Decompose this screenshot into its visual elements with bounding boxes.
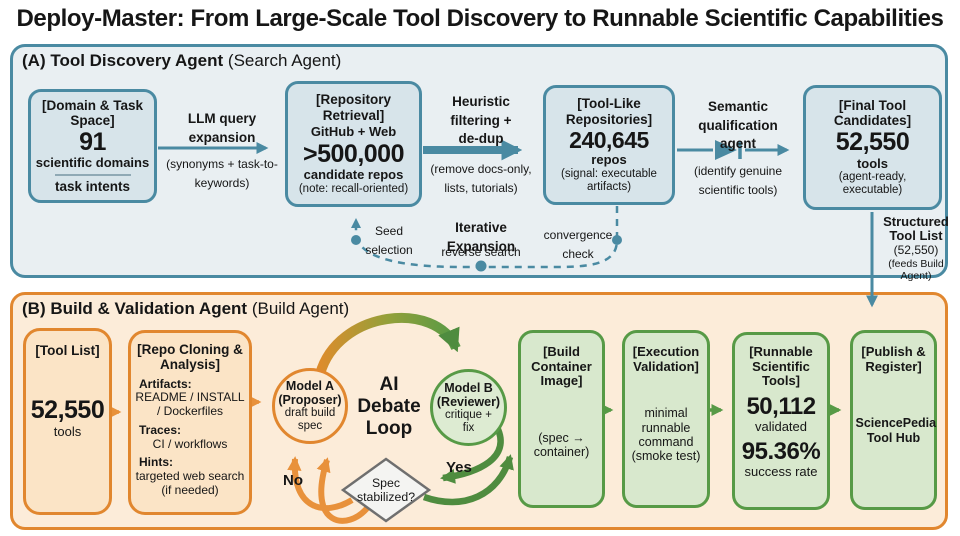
runnable-box-line2: success rate bbox=[744, 463, 818, 479]
hints-value: targeted web search (if needed) bbox=[135, 469, 245, 498]
repo-cloning-header: [Repo Cloning & Analysis] bbox=[137, 342, 243, 373]
model-a-task: draft build spec bbox=[284, 407, 336, 432]
section-a-heading-bold: (A) Tool Discovery Agent bbox=[22, 51, 224, 70]
repo-cloning-rows: Artifacts: README / INSTALL / Dockerfile… bbox=[134, 373, 246, 498]
traces-label: Traces: bbox=[139, 422, 182, 437]
final-box-note: (agent-ready, executable) bbox=[838, 171, 907, 197]
loop-reverse-label: reverse search bbox=[441, 245, 521, 259]
yes-label: Yes bbox=[446, 459, 472, 476]
toollist-box-line1: tools bbox=[53, 423, 82, 439]
runnable-box-number1: 50,112 bbox=[746, 393, 816, 421]
domain-box-divider bbox=[54, 174, 131, 177]
runnable-box-line1: validated bbox=[754, 419, 808, 435]
toollist-box-number: 52,550 bbox=[30, 396, 105, 425]
loop-seed-label: Seed selection bbox=[365, 224, 413, 257]
final-box-number: 52,550 bbox=[835, 128, 910, 157]
domain-box-line2: task intents bbox=[54, 179, 131, 195]
execution-box-header: [Execution Validation] bbox=[632, 344, 700, 374]
model-b-circle: Model B (Reviewer) critique + fix bbox=[430, 369, 507, 446]
build-container-box: [Build Container Image] (spec → containe… bbox=[518, 330, 605, 508]
structured-tool-list-label: Structured Tool List (52,550) (feeds Bui… bbox=[883, 214, 949, 282]
runnable-box-number2: 95.36% bbox=[741, 437, 821, 465]
repo-cloning-box: [Repo Cloning & Analysis] Artifacts: REA… bbox=[128, 330, 252, 515]
toollike-box-header: [Tool-Like Repositories] bbox=[565, 96, 653, 127]
hints-label: Hints: bbox=[139, 455, 173, 470]
repo-box-header: [Repository Retrieval] bbox=[315, 92, 391, 123]
filter-arrow-note: (remove docs-only, lists, tutorials) bbox=[430, 162, 532, 195]
semantic-arrow-note: (identify genuine scientific tools) bbox=[693, 164, 783, 197]
model-a-circle: Model A (Proposer) draft build spec bbox=[272, 368, 348, 444]
repo-box-line1: GitHub + Web bbox=[310, 123, 397, 139]
llm-arrow-title: LLM query expansion bbox=[187, 111, 257, 145]
domain-box-line1: scientific domains bbox=[35, 155, 150, 171]
artifacts-label: Artifacts: bbox=[139, 376, 192, 391]
repository-retrieval-box: [Repository Retrieval] GitHub + Web >500… bbox=[285, 81, 422, 207]
tool-like-repositories-box: [Tool-Like Repositories] 240,645 repos (… bbox=[543, 85, 675, 205]
llm-arrow-note: (synonyms + task-to-keywords) bbox=[166, 157, 278, 190]
model-b-name: Model B bbox=[444, 380, 493, 395]
execution-validation-box: [Execution Validation] minimal runnable … bbox=[622, 330, 710, 508]
container-box-note: (spec → container) bbox=[533, 431, 590, 460]
repo-box-note: (note: recall-oriented) bbox=[298, 182, 409, 195]
domain-box-number: 91 bbox=[79, 128, 106, 157]
toollike-box-number: 240,645 bbox=[569, 126, 649, 153]
diagram-title: Deploy-Master: From Large-Scale Tool Dis… bbox=[16, 5, 944, 32]
execution-box-note: minimal runnable command (smoke test) bbox=[631, 406, 701, 463]
section-b-heading-bold: (B) Build & Validation Agent bbox=[22, 299, 248, 318]
domain-box-header: [Domain & Task Space] bbox=[41, 97, 144, 128]
traces-value: CI / workflows bbox=[152, 436, 228, 451]
section-b-heading-rest: (Build Agent) bbox=[247, 299, 350, 318]
model-b-role: (Reviewer) bbox=[436, 394, 501, 409]
no-label: No bbox=[283, 472, 303, 489]
final-box-line1: tools bbox=[856, 155, 889, 171]
semantic-arrow-title: Semantic qualification agent bbox=[698, 99, 778, 152]
spec-stabilized-label: Spec stabilized? bbox=[356, 476, 416, 505]
domain-task-space-box: [Domain & Task Space] 91 scientific doma… bbox=[28, 89, 157, 203]
publish-register-box: [Publish & Register] SciencePedia Tool H… bbox=[850, 330, 937, 510]
publish-box-header: [Publish & Register] bbox=[861, 344, 926, 374]
toollist-box-header: [Tool List] bbox=[35, 343, 100, 358]
loop-convergence-label: convergence check bbox=[543, 228, 613, 261]
toollike-box-note: (signal: executable artifacts) bbox=[561, 167, 657, 193]
model-b-task: critique + fix bbox=[445, 408, 492, 434]
section-b-heading: (B) Build & Validation Agent (Build Agen… bbox=[22, 299, 349, 319]
section-a-heading: (A) Tool Discovery Agent (Search Agent) bbox=[22, 51, 341, 71]
model-a-role: (Proposer) bbox=[278, 393, 342, 408]
ai-debate-loop-label: AI Debate Loop bbox=[357, 374, 421, 439]
model-a-name: Model A bbox=[285, 379, 335, 394]
filter-arrow-title: Heuristic filtering + de-dup bbox=[450, 94, 512, 147]
repo-box-number: >500,000 bbox=[303, 139, 404, 168]
repo-box-line2: candidate repos bbox=[303, 166, 404, 182]
runnable-box-header: [Runnable Scientific Tools] bbox=[749, 344, 813, 389]
final-tool-candidates-box: [Final Tool Candidates] 52,550 tools (ag… bbox=[803, 85, 942, 210]
publish-box-line1: SciencePedia Tool Hub bbox=[855, 416, 937, 445]
toollike-box-line1: repos bbox=[591, 151, 627, 167]
tool-list-box: [Tool List] 52,550 tools bbox=[23, 328, 112, 515]
container-box-header: [Build Container Image] bbox=[531, 344, 592, 389]
runnable-tools-box: [Runnable Scientific Tools] 50,112 valid… bbox=[732, 332, 830, 510]
section-a-heading-rest: (Search Agent) bbox=[223, 51, 342, 70]
artifacts-value: README / INSTALL / Dockerfiles bbox=[135, 390, 245, 419]
final-box-header: [Final Tool Candidates] bbox=[833, 97, 912, 129]
